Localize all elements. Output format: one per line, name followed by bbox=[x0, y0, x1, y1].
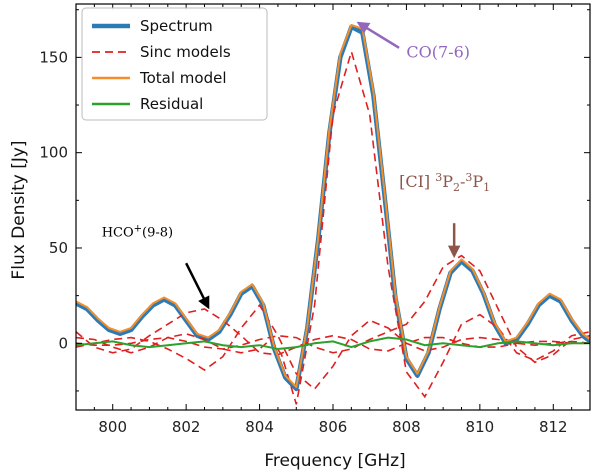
annotation-ci: [CI] 3P2-3P1 bbox=[399, 171, 490, 194]
annotation-co: CO(7-6) bbox=[406, 42, 470, 61]
axis-ticks: 800 802 804 806 808 810 812 0 50 100 150 bbox=[39, 4, 591, 436]
x-tick-label: 806 bbox=[319, 418, 348, 436]
legend: Spectrum Sinc models Total model Residual bbox=[81, 7, 268, 121]
y-tick-label: 100 bbox=[39, 144, 68, 162]
y-tick-label: 50 bbox=[49, 239, 68, 257]
annotation-arrow-co bbox=[356, 21, 400, 49]
series-residual bbox=[76, 336, 590, 351]
legend-label: Spectrum bbox=[140, 17, 213, 35]
y-tick-label: 0 bbox=[58, 334, 68, 352]
annotation-arrow-hco bbox=[185, 262, 210, 310]
legend-label: Sinc models bbox=[140, 43, 231, 61]
legend-box bbox=[81, 7, 268, 121]
series-sinc-model-4 bbox=[76, 254, 590, 364]
x-tick-label: 812 bbox=[539, 418, 568, 436]
annotations: CO(7-6) [CI] 3P2-3P1 HCO+(9-8) bbox=[102, 21, 490, 310]
x-axis-label: Frequency [GHz] bbox=[264, 451, 405, 471]
legend-label: Residual bbox=[140, 95, 203, 113]
series-sinc-model-2 bbox=[76, 308, 590, 356]
x-tick-label: 810 bbox=[466, 418, 495, 436]
x-tick-label: 802 bbox=[172, 418, 201, 436]
series-total-model bbox=[76, 24, 590, 389]
x-tick-label: 808 bbox=[392, 418, 421, 436]
x-tick-label: 804 bbox=[245, 418, 274, 436]
annotation-hco: HCO+(9-8) bbox=[102, 224, 173, 241]
y-axis-label: Flux Density [Jy] bbox=[9, 140, 29, 279]
series-sinc-model-3 bbox=[76, 303, 590, 391]
x-tick-label: 800 bbox=[98, 418, 127, 436]
y-tick-label: 150 bbox=[39, 48, 68, 66]
plot-area bbox=[75, 3, 591, 411]
legend-label: Total model bbox=[139, 69, 227, 87]
